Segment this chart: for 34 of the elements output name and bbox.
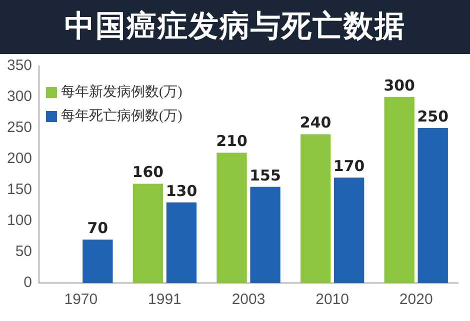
x-tick-label: 2003 (232, 291, 266, 308)
legend-label: 每年死亡病例数(万) (61, 107, 182, 125)
x-tick-label: 1991 (148, 291, 182, 308)
data-label: 155 (250, 166, 281, 184)
bar (82, 240, 113, 283)
data-label: 160 (132, 163, 164, 182)
bar (216, 152, 247, 283)
x-tick-label: 2020 (399, 291, 433, 308)
bar (300, 134, 331, 283)
y-tick-label: 100 (6, 212, 32, 230)
data-label: 210 (216, 132, 248, 150)
y-tick-label: 300 (6, 88, 32, 106)
y-tick-label: 250 (6, 119, 32, 136)
legend-label: 每年新发病例数(万) (61, 83, 182, 101)
bar (250, 186, 280, 283)
y-tick-label: 0 (24, 274, 32, 292)
chart-title: 中国癌症发病与死亡数据 (0, 0, 470, 54)
bar (334, 178, 364, 283)
data-label: 170 (333, 156, 365, 175)
data-label: 300 (384, 76, 415, 94)
data-label: 130 (166, 182, 198, 200)
y-tick-label: 50 (15, 243, 32, 260)
y-tick-label: 200 (6, 150, 32, 168)
data-label: 250 (417, 107, 449, 126)
y-tick-label: 150 (6, 181, 32, 198)
data-label: 70 (87, 218, 108, 237)
bar (384, 97, 414, 283)
y-tick-label: 350 (6, 57, 32, 74)
bar (166, 202, 197, 283)
x-tick-label: 1970 (64, 291, 98, 308)
x-tick-label: 2010 (316, 291, 349, 308)
bar (418, 128, 448, 283)
bar (132, 184, 164, 283)
data-label: 240 (300, 114, 332, 132)
